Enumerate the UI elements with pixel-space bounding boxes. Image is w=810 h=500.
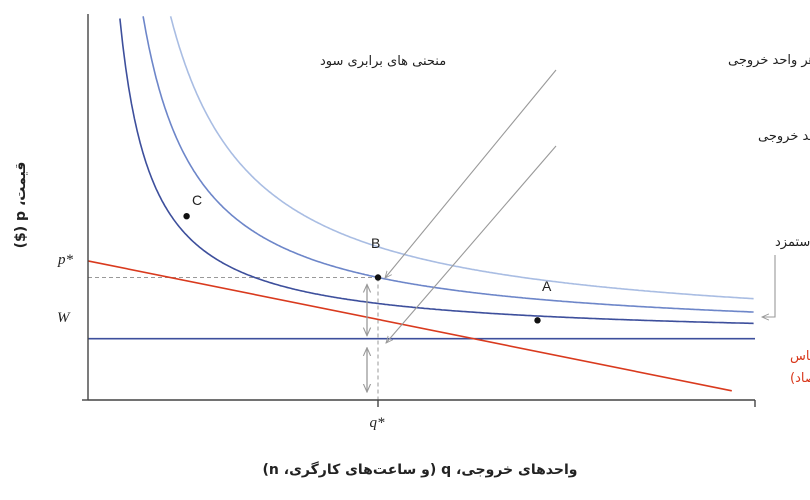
isoprofit-curve-low: [119, 18, 754, 325]
wage-label: دستمزد: [775, 235, 810, 250]
point-a-label: A: [542, 278, 552, 294]
isoprofit-curves-title: منحنی های برابری سود: [320, 54, 446, 69]
profit-per-unit-label: سود در هر واحد خروجی: [728, 53, 810, 68]
wage-per-unit-label: دستمزد به ازای هر واحد خروجی: [758, 129, 810, 144]
isoprofit-curve-mid: [142, 16, 754, 313]
wage-arrow: [762, 255, 776, 317]
x-axis-title: واحدهای خروجی، q (و ساعت‌های کارگری، n): [263, 461, 578, 478]
x-tick-q-star: q*: [370, 415, 386, 431]
y-tick-w: W: [57, 310, 71, 326]
y-axis-title: قیمت، p ($): [13, 162, 29, 249]
isoprofit-curve-high: [169, 16, 754, 300]
point-b-label: B: [371, 235, 380, 251]
demand-curve: [87, 260, 732, 392]
wage-per-unit-arrow: [386, 145, 557, 343]
point-c-marker: [183, 212, 190, 220]
demand-curve-label-line2: تقاضا در کل اقتصاد): [790, 371, 810, 386]
y-tick-p-star: p*: [57, 252, 74, 268]
point-a-marker: [534, 317, 541, 324]
point-c-label: C: [192, 192, 202, 208]
profit-per-unit-arrow: [385, 69, 557, 278]
point-b-marker: [374, 274, 382, 281]
demand-curve-label-line1: منحنی تقاضا (بر اساس: [790, 349, 810, 364]
